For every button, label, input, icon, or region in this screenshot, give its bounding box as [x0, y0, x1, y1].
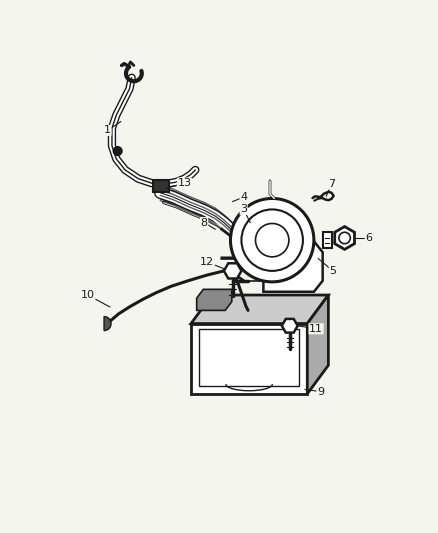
Text: 13: 13 — [177, 178, 191, 188]
Polygon shape — [223, 263, 241, 279]
Polygon shape — [104, 317, 111, 330]
Text: 1: 1 — [104, 125, 111, 135]
Polygon shape — [198, 329, 299, 386]
Text: 12: 12 — [200, 257, 214, 267]
Circle shape — [113, 147, 122, 156]
Polygon shape — [322, 232, 332, 248]
Text: 9: 9 — [316, 386, 323, 397]
Circle shape — [230, 198, 313, 282]
Text: 3: 3 — [240, 205, 247, 214]
Polygon shape — [152, 181, 169, 192]
Circle shape — [241, 209, 302, 271]
Circle shape — [255, 223, 288, 257]
Polygon shape — [191, 324, 307, 394]
Text: 7: 7 — [327, 179, 334, 189]
Text: 11: 11 — [308, 324, 322, 334]
Polygon shape — [281, 319, 297, 333]
Polygon shape — [334, 227, 354, 249]
Text: 4: 4 — [240, 192, 247, 202]
Polygon shape — [221, 255, 320, 265]
Text: 10: 10 — [81, 290, 95, 300]
Text: 8: 8 — [200, 217, 207, 228]
Polygon shape — [196, 289, 231, 310]
Polygon shape — [307, 295, 328, 394]
Text: 5: 5 — [328, 266, 336, 276]
Text: 6: 6 — [364, 233, 371, 243]
Polygon shape — [263, 241, 322, 292]
Circle shape — [338, 232, 350, 244]
Polygon shape — [191, 295, 328, 324]
